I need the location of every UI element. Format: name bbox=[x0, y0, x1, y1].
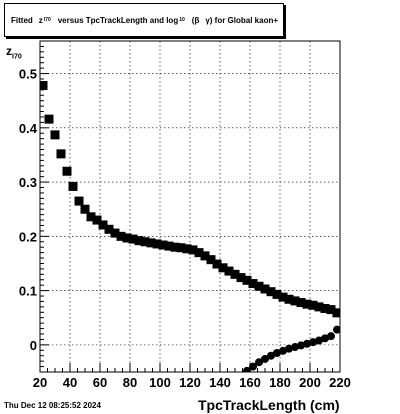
data-point-circle bbox=[273, 349, 281, 358]
data-point-circle bbox=[249, 362, 257, 371]
data-point-square bbox=[194, 248, 204, 258]
data-point-circle bbox=[315, 336, 323, 345]
y-tick-label: 0.2 bbox=[19, 229, 37, 244]
data-point-square bbox=[152, 239, 162, 249]
data-point-square bbox=[314, 302, 324, 312]
data-point-square bbox=[320, 304, 330, 314]
data-point-circle bbox=[261, 354, 269, 363]
data-point-square bbox=[68, 181, 78, 191]
x-tick-label: 200 bbox=[299, 375, 321, 390]
data-point-square bbox=[236, 273, 246, 283]
data-point-square bbox=[200, 251, 210, 261]
data-point-square bbox=[212, 259, 222, 269]
data-point-square bbox=[242, 275, 252, 285]
data-point-square bbox=[56, 149, 66, 159]
data-point-square bbox=[170, 242, 180, 252]
data-point-square bbox=[92, 215, 102, 225]
data-point-square bbox=[62, 166, 72, 176]
data-point-square bbox=[254, 281, 264, 291]
data-point-circle bbox=[321, 334, 329, 343]
data-point-square bbox=[230, 269, 240, 279]
data-point-square bbox=[308, 300, 318, 310]
data-point-square bbox=[122, 233, 132, 243]
data-point-square bbox=[266, 287, 276, 297]
data-point-square bbox=[44, 114, 54, 124]
data-point-square bbox=[104, 224, 114, 234]
data-point-circle bbox=[297, 341, 305, 350]
data-point-square bbox=[98, 220, 108, 230]
y-tick-label: 0.3 bbox=[19, 175, 37, 190]
data-point-square bbox=[128, 234, 138, 244]
x-tick-label: 20 bbox=[33, 375, 47, 390]
data-point-square bbox=[296, 298, 306, 308]
data-markers bbox=[40, 80, 340, 372]
data-point-circle bbox=[267, 351, 275, 360]
y-tick-label: 0 bbox=[30, 338, 37, 353]
y-tick-label: 0.5 bbox=[19, 67, 37, 82]
data-point-square bbox=[164, 241, 174, 251]
title-part-d: (β bbox=[191, 15, 200, 25]
x-tick-label: 220 bbox=[329, 375, 351, 390]
data-point-square bbox=[40, 80, 48, 90]
x-axis-title: TpcTrackLength (cm) bbox=[198, 397, 340, 413]
x-tick-label: 140 bbox=[209, 375, 231, 390]
data-point-circle bbox=[243, 366, 251, 372]
data-point-circle bbox=[255, 358, 263, 367]
data-point-square bbox=[284, 294, 294, 304]
title-part-a: Fitted bbox=[11, 15, 33, 25]
data-point-circle bbox=[303, 339, 311, 348]
title-part-c-sub: 10 bbox=[179, 17, 185, 23]
y-axis-title: zI70 bbox=[6, 44, 22, 60]
y-tick-label: 0.4 bbox=[19, 121, 38, 136]
data-point-square bbox=[86, 212, 96, 222]
y-axis-title-main: z bbox=[6, 44, 12, 58]
data-point-square bbox=[50, 130, 60, 140]
data-point-circle bbox=[291, 343, 299, 352]
data-point-circle bbox=[279, 346, 287, 355]
data-point-square bbox=[248, 279, 258, 289]
data-point-square bbox=[278, 292, 288, 302]
data-point-square bbox=[110, 228, 120, 238]
data-point-square bbox=[146, 238, 156, 248]
y-tick-label: 0.1 bbox=[19, 284, 37, 299]
data-point-square bbox=[206, 255, 216, 265]
data-point-square bbox=[158, 240, 168, 250]
data-point-square bbox=[116, 231, 126, 241]
data-point-circle bbox=[333, 325, 340, 334]
title-part-c: versus TpcTrackLength and log bbox=[57, 15, 179, 25]
y-axis-title-sub: I70 bbox=[12, 53, 22, 61]
chart-title-box: Fitted z I70 versus TpcTrackLength and l… bbox=[4, 3, 284, 37]
data-point-square bbox=[74, 196, 84, 206]
x-tick-label: 100 bbox=[149, 375, 171, 390]
data-point-circle bbox=[285, 344, 293, 353]
data-point-square bbox=[224, 266, 234, 276]
x-tick-label: 120 bbox=[179, 375, 201, 390]
data-point-square bbox=[188, 245, 198, 255]
x-tick-label: 160 bbox=[239, 375, 261, 390]
footer-date: Thu Dec 12 08:25:52 2024 bbox=[4, 401, 101, 410]
x-tick-label: 60 bbox=[93, 375, 107, 390]
data-point-square bbox=[272, 289, 282, 299]
data-point-square bbox=[302, 299, 312, 309]
x-tick-label: 80 bbox=[123, 375, 137, 390]
title-part-b: z bbox=[38, 15, 43, 25]
data-point-square bbox=[326, 305, 336, 315]
x-tick-label: 40 bbox=[63, 375, 77, 390]
data-point-square bbox=[182, 244, 192, 254]
data-point-square bbox=[260, 284, 270, 294]
data-point-square bbox=[218, 263, 228, 273]
data-point-square bbox=[290, 296, 300, 306]
data-point-square bbox=[332, 308, 340, 318]
title-part-b-sub: I70 bbox=[43, 17, 51, 23]
data-point-square bbox=[176, 243, 186, 253]
data-point-circle bbox=[309, 338, 317, 347]
title-part-e: γ) for Global kaon+ bbox=[205, 15, 279, 25]
data-point-square bbox=[140, 237, 150, 247]
data-point-square bbox=[134, 236, 144, 246]
data-point-square bbox=[80, 204, 90, 214]
data-point-circle bbox=[327, 332, 335, 341]
x-tick-label: 180 bbox=[269, 375, 291, 390]
